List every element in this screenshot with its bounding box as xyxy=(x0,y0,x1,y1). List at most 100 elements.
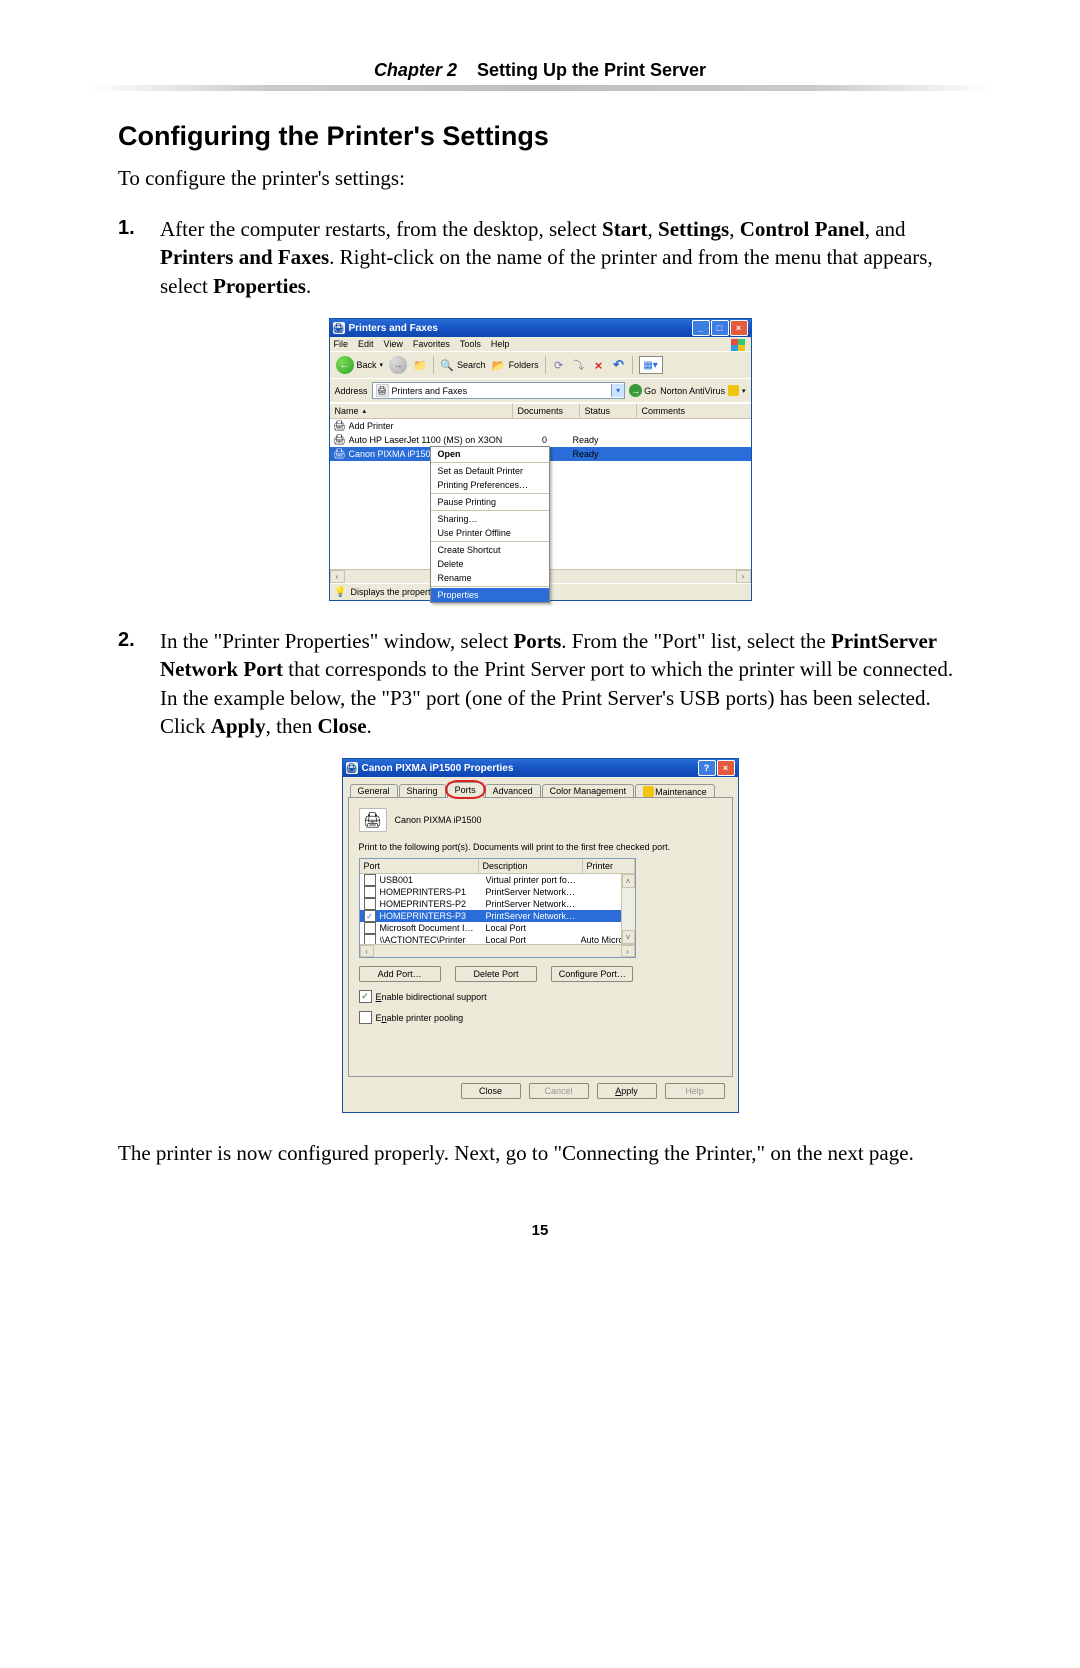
info-icon: 💡 xyxy=(335,586,347,598)
help-button[interactable]: ? xyxy=(698,760,716,776)
close-button[interactable]: × xyxy=(730,320,748,336)
checkbox-checked[interactable]: ✓ xyxy=(364,910,376,922)
titlebar[interactable]: 🖨 Canon PIXMA iP1500 Properties ? × xyxy=(343,759,738,777)
col-printer[interactable]: Printer xyxy=(583,859,635,873)
undo-icon[interactable]: ↶ xyxy=(612,358,626,372)
scroll-right-icon[interactable]: › xyxy=(621,945,635,957)
back-button[interactable]: ←Back ▾ xyxy=(336,356,384,374)
checkbox[interactable] xyxy=(364,898,376,910)
context-menu: Open Set as Default Printer Printing Pre… xyxy=(430,446,550,603)
minimize-button[interactable]: _ xyxy=(692,320,710,336)
scroll-left-icon[interactable]: ‹ xyxy=(360,945,374,957)
search-button[interactable]: 🔍Search xyxy=(440,358,486,372)
col-documents[interactable]: Documents xyxy=(513,403,580,418)
checkbox-checked[interactable]: ✓ xyxy=(359,990,372,1003)
vertical-scrollbar[interactable]: ˄˅ xyxy=(621,874,635,944)
close-button[interactable]: × xyxy=(717,760,735,776)
checkbox[interactable] xyxy=(364,934,376,944)
toolbar: ←Back ▾ → 📁 🔍Search 📂Folders ⟳ ⤵ × ↶ ▦▾ xyxy=(330,351,751,378)
checkbox[interactable] xyxy=(359,1011,372,1024)
views-button[interactable]: ▦▾ xyxy=(639,356,663,374)
ctx-offline[interactable]: Use Printer Offline xyxy=(431,526,549,540)
col-status[interactable]: Status xyxy=(580,403,637,418)
dialog-footer: Close Cancel ApplyApply Help xyxy=(348,1077,733,1107)
step-2: 2. In the "Printer Properties" window, s… xyxy=(118,627,962,740)
maintenance-icon xyxy=(643,786,654,797)
port-row[interactable]: HOMEPRINTERS-P1PrintServer Network… xyxy=(360,886,635,898)
page-number: 15 xyxy=(118,1222,962,1239)
address-bar: Address 🖨 Printers and Faxes ▾ →Go Norto… xyxy=(330,378,751,402)
printer-icon: 🖨 xyxy=(346,762,358,774)
port-list: Port Description Printer USB001Virtual p… xyxy=(359,858,636,958)
list-item[interactable]: 🖨 Auto HP LaserJet 1100 (MS) on X3ON 0 R… xyxy=(330,433,751,447)
ctx-set-default[interactable]: Set as Default Printer xyxy=(431,464,549,478)
maximize-button[interactable]: □ xyxy=(711,320,729,336)
copy-to-icon[interactable]: ⤵ xyxy=(572,358,586,372)
address-dropdown-icon[interactable]: ▾ xyxy=(611,384,624,397)
port-row[interactable]: \\ACTIONTEC\PrinterLocal PortAuto Micros… xyxy=(360,934,635,944)
help-button[interactable]: Help xyxy=(665,1083,725,1099)
checkbox[interactable] xyxy=(364,874,376,886)
col-description[interactable]: Description xyxy=(479,859,583,873)
pooling-label[interactable]: EnEnable printer poolingable printer poo… xyxy=(376,1013,464,1023)
menu-help[interactable]: Help xyxy=(491,339,510,349)
ctx-preferences[interactable]: Printing Preferences… xyxy=(431,478,549,492)
go-button[interactable]: →Go xyxy=(629,384,656,397)
port-row[interactable]: HOMEPRINTERS-P2PrintServer Network… xyxy=(360,898,635,910)
up-icon[interactable]: 📁 xyxy=(413,358,427,372)
menu-view[interactable]: View xyxy=(384,339,403,349)
cancel-button[interactable]: Cancel xyxy=(529,1083,589,1099)
printer-list: 🖨 Add Printer 🖨 Auto HP LaserJet 1100 (M… xyxy=(330,419,751,569)
col-port[interactable]: Port xyxy=(360,859,479,873)
tab-ports[interactable]: Ports xyxy=(447,782,484,798)
scroll-right-icon[interactable]: › xyxy=(736,570,751,583)
menu-file[interactable]: File xyxy=(334,339,349,349)
menu-favorites[interactable]: Favorites xyxy=(413,339,450,349)
ports-description: Print to the following port(s). Document… xyxy=(359,842,722,852)
add-port-button[interactable]: Add Port… xyxy=(359,966,441,982)
col-name[interactable]: Name▴ xyxy=(330,403,513,418)
port-buttons: Add Port… Delete Port Configure Port… xyxy=(359,966,634,982)
close-button[interactable]: Close xyxy=(461,1083,521,1099)
delete-port-button[interactable]: Delete Port xyxy=(455,966,537,982)
apply-button[interactable]: ApplyApply xyxy=(597,1083,657,1099)
checkbox[interactable] xyxy=(364,922,376,934)
bidirectional-label[interactable]: EEnable bidirectional supportnable bidir… xyxy=(376,992,487,1002)
ctx-shortcut[interactable]: Create Shortcut xyxy=(431,543,549,557)
scroll-up-icon[interactable]: ˄ xyxy=(622,874,635,888)
address-field[interactable]: 🖨 Printers and Faxes ▾ xyxy=(372,382,626,399)
folders-button[interactable]: 📂Folders xyxy=(492,358,539,372)
ctx-sharing[interactable]: Sharing… xyxy=(431,512,549,526)
checkbox[interactable] xyxy=(364,886,376,898)
port-row-selected[interactable]: ✓HOMEPRINTERS-P3PrintServer Network… xyxy=(360,910,635,922)
ctx-pause[interactable]: Pause Printing xyxy=(431,495,549,509)
figure-printers-and-faxes: 🖨 Printers and Faxes _ □ × File Edit Vie… xyxy=(118,318,962,601)
ctx-rename[interactable]: Rename xyxy=(431,571,549,585)
norton-antivirus[interactable]: Norton AntiVirus ▾ xyxy=(660,385,745,396)
titlebar[interactable]: 🖨 Printers and Faxes _ □ × xyxy=(330,319,751,337)
menu-tools[interactable]: Tools xyxy=(460,339,481,349)
port-row[interactable]: Microsoft Document I…Local Port xyxy=(360,922,635,934)
step-body: After the computer restarts, from the de… xyxy=(160,215,962,300)
horizontal-scrollbar[interactable]: ‹› xyxy=(360,944,635,957)
scroll-down-icon[interactable]: ˅ xyxy=(622,930,635,944)
ctx-properties[interactable]: Properties xyxy=(431,588,549,602)
scroll-left-icon[interactable]: ‹ xyxy=(330,570,345,583)
window-title: Canon PIXMA iP1500 Properties xyxy=(362,763,514,774)
menu-edit[interactable]: Edit xyxy=(358,339,374,349)
delete-icon[interactable]: × xyxy=(592,358,606,372)
list-item[interactable]: 🖨 Add Printer xyxy=(330,419,751,433)
forward-button[interactable]: → xyxy=(389,356,407,374)
configure-port-button[interactable]: Configure Port… xyxy=(551,966,633,982)
ctx-delete[interactable]: Delete xyxy=(431,557,549,571)
tab-strip: General Sharing Ports Advanced Color Man… xyxy=(348,782,733,798)
window-printers-and-faxes: 🖨 Printers and Faxes _ □ × File Edit Vie… xyxy=(329,318,752,601)
col-comments[interactable]: Comments xyxy=(637,403,751,418)
ctx-open[interactable]: Open xyxy=(431,447,549,461)
add-printer-icon: 🖨 xyxy=(334,420,346,432)
section-heading: Configuring the Printer's Settings xyxy=(118,121,962,152)
sync-icon[interactable]: ⟳ xyxy=(552,358,566,372)
port-row[interactable]: USB001Virtual printer port fo… xyxy=(360,874,635,886)
step-body: In the "Printer Properties" window, sele… xyxy=(160,627,962,740)
step-1: 1. After the computer restarts, from the… xyxy=(118,215,962,300)
